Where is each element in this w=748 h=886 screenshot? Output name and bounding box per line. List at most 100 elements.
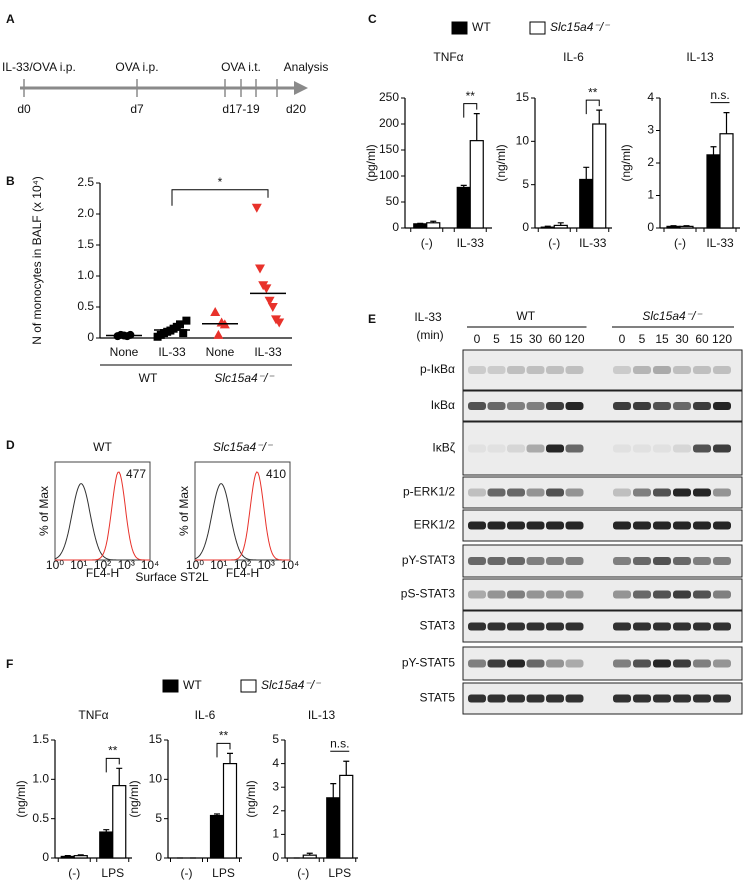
bar	[553, 224, 568, 229]
point	[176, 320, 184, 329]
band	[633, 402, 651, 410]
chart-title: IL-6	[563, 50, 584, 64]
y-tick-label: 0	[155, 850, 162, 864]
lane-time: 120	[712, 332, 732, 346]
band	[693, 521, 711, 530]
x-tick-label: IL-33	[158, 345, 186, 359]
y-tick-label: 15	[516, 90, 530, 104]
row-label: IκBζ	[432, 441, 455, 455]
band	[653, 557, 671, 565]
bar	[579, 178, 594, 229]
y-tick-label: 4	[647, 90, 654, 104]
legend-label: Slc15a4⁻/⁻	[550, 20, 611, 34]
panel-label: B	[6, 174, 15, 188]
band	[673, 521, 691, 530]
band	[713, 694, 731, 703]
bar	[326, 797, 341, 859]
band	[693, 694, 711, 703]
bar	[469, 140, 484, 229]
bar	[666, 225, 681, 229]
band	[613, 694, 631, 703]
y-tick-label: 0	[272, 850, 279, 864]
band	[468, 557, 486, 565]
band	[673, 694, 691, 703]
band	[526, 521, 545, 530]
flow-xlabel: Surface ST2L	[135, 570, 209, 584]
band	[713, 590, 731, 599]
error-bar	[460, 184, 467, 188]
y-tick-label: 0	[647, 220, 654, 234]
band	[468, 622, 486, 631]
significance: n.s.	[330, 736, 349, 750]
band	[633, 444, 651, 453]
lane-time: 60	[548, 332, 562, 346]
band	[693, 402, 711, 410]
error-bar	[227, 752, 233, 764]
significance: **	[108, 743, 118, 757]
flow-tick-label: 10⁴	[281, 558, 300, 572]
x-tick-label: None	[110, 345, 139, 359]
bar	[706, 154, 721, 229]
bar	[540, 226, 555, 229]
panel-label: A	[6, 12, 15, 26]
band	[633, 521, 651, 530]
y-tick-label: 250	[379, 90, 399, 104]
bar	[73, 855, 88, 859]
bar	[302, 854, 317, 859]
band	[673, 402, 691, 410]
flow-tick-label: 10⁴	[141, 558, 160, 572]
band	[487, 366, 506, 374]
event-label: Analysis	[284, 60, 329, 74]
y-axis-label: (ng/ml)	[14, 780, 28, 817]
band	[633, 590, 651, 599]
band	[613, 659, 631, 668]
x-tick-label: IL-33	[254, 345, 282, 359]
flow-axis-label: % of Max	[177, 486, 191, 536]
row-label: pS-STAT3	[401, 587, 456, 601]
lane-time: 15	[509, 332, 523, 346]
error-bar	[417, 222, 424, 224]
band	[526, 590, 545, 599]
band	[507, 521, 525, 530]
band	[673, 557, 691, 565]
legend-swatch	[451, 21, 468, 35]
significance: n.s.	[710, 88, 729, 102]
panel-label: C	[368, 12, 377, 26]
band	[468, 402, 486, 410]
error-bar	[343, 760, 350, 776]
bar	[426, 222, 441, 229]
flow-axis-label: FL4-H	[86, 566, 119, 580]
histogram-title: WT	[93, 440, 112, 454]
band	[633, 694, 651, 703]
band	[713, 659, 731, 668]
lane-time: 15	[655, 332, 669, 346]
band	[565, 694, 584, 703]
band	[565, 557, 584, 565]
band	[565, 590, 584, 599]
x-tick-label: (-)	[297, 866, 309, 880]
band	[673, 659, 691, 668]
band	[546, 521, 564, 530]
band	[673, 488, 691, 497]
blot-unit: (min)	[416, 328, 443, 342]
bar	[222, 762, 238, 859]
band	[613, 444, 631, 453]
error-bar	[306, 852, 313, 856]
y-axis-label: (ng/ml)	[127, 780, 141, 817]
y-tick-label: 2	[272, 803, 279, 817]
error-bar	[544, 225, 551, 228]
band	[713, 366, 731, 374]
error-bar	[473, 113, 480, 141]
y-tick-label: 0	[392, 220, 399, 234]
lane-time: 5	[639, 332, 646, 346]
significance: **	[466, 89, 476, 103]
histogram-title: Slc15a4⁻/⁻	[213, 440, 274, 454]
band	[507, 444, 525, 453]
band	[653, 622, 671, 631]
band	[526, 659, 545, 668]
event-day: d7	[130, 102, 144, 116]
bar	[413, 223, 428, 229]
bar	[339, 774, 354, 859]
band	[526, 402, 545, 410]
band	[613, 557, 631, 565]
